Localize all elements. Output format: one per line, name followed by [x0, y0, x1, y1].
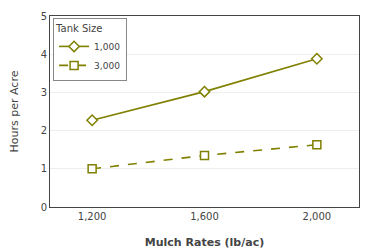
svg-text:2,000: 2,000 [303, 211, 332, 222]
svg-text:Hours per Acre: Hours per Acre [8, 70, 21, 152]
svg-text:Tank Size: Tank Size [55, 23, 102, 34]
svg-text:3,000: 3,000 [94, 61, 120, 71]
svg-text:3: 3 [41, 87, 47, 98]
svg-text:1,000: 1,000 [94, 42, 120, 52]
svg-text:1: 1 [41, 163, 47, 174]
svg-text:2: 2 [41, 125, 47, 136]
svg-text:1,600: 1,600 [190, 211, 219, 222]
svg-text:5: 5 [41, 11, 47, 22]
svg-text:Mulch Rates (lb/ac): Mulch Rates (lb/ac) [145, 236, 264, 249]
svg-text:0: 0 [41, 202, 47, 213]
svg-text:4: 4 [41, 49, 47, 60]
svg-text:1,200: 1,200 [78, 211, 107, 222]
